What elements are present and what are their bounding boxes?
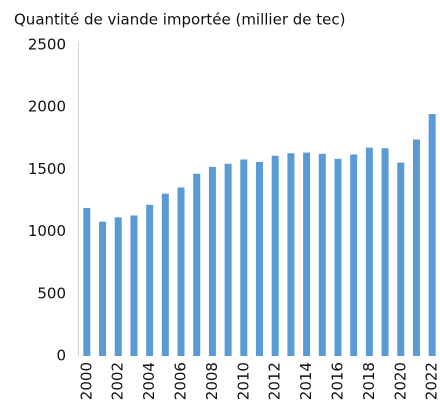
bar [130, 215, 138, 356]
x-tick-label: 2008 [203, 362, 221, 400]
x-tick-label: 2022 [423, 362, 440, 400]
bar [114, 217, 122, 356]
bar [193, 173, 201, 356]
x-tick-label: 2004 [140, 362, 158, 400]
y-tick-label: 2500 [28, 36, 66, 54]
x-tick-label: 2014 [297, 362, 315, 400]
bar [287, 153, 295, 356]
bar [303, 152, 311, 356]
x-tick-label: 2002 [109, 362, 127, 400]
y-tick-label: 0 [56, 347, 66, 365]
bar [350, 154, 358, 356]
chart-title: Quantité de viande importée (millier de … [14, 11, 346, 29]
y-tick-label: 1000 [28, 222, 66, 240]
bar [224, 163, 232, 356]
bar [240, 159, 248, 356]
x-tick-label: 2020 [391, 362, 409, 400]
x-tick-label: 2010 [234, 362, 252, 400]
x-tick-label: 2016 [328, 362, 346, 400]
bar [256, 161, 263, 356]
bar [318, 153, 326, 356]
x-tick-label: 2000 [77, 362, 95, 400]
y-tick-label: 2000 [28, 98, 66, 116]
y-tick-label: 500 [37, 284, 66, 302]
bar [208, 166, 216, 356]
bar [365, 147, 373, 356]
bar [381, 148, 389, 356]
bar [161, 193, 169, 356]
x-tick-label: 2018 [360, 362, 378, 400]
bar [397, 162, 405, 356]
x-tick-label: 2006 [172, 362, 190, 400]
bar [99, 221, 107, 356]
bar [334, 158, 342, 356]
bar [83, 207, 91, 356]
bar [412, 139, 420, 356]
x-tick-label: 2012 [266, 362, 284, 400]
bar [146, 204, 154, 356]
bar [428, 114, 436, 357]
bar [177, 187, 185, 356]
bar [271, 155, 279, 356]
y-tick-label: 1500 [28, 160, 66, 178]
